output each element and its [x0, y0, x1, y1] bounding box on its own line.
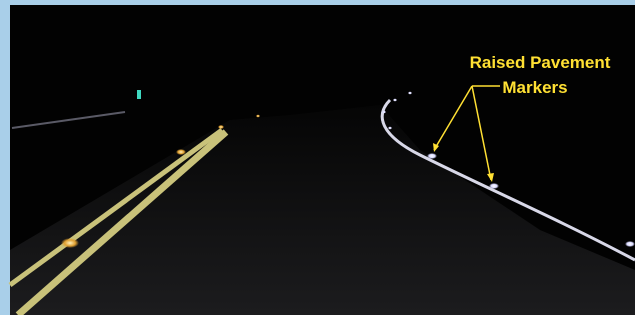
marker: [408, 92, 412, 95]
marker: [176, 149, 186, 155]
marker: [489, 183, 499, 189]
marker: [218, 125, 224, 129]
marker: [388, 127, 392, 130]
annotation-text: Raised Pavement: [470, 53, 611, 72]
marker: [61, 238, 79, 248]
marker: [625, 241, 635, 247]
page: Raised Pavement Markers (() => { const d…: [0, 0, 635, 315]
sign: [137, 90, 141, 99]
photo-frame: Raised Pavement Markers: [0, 0, 635, 315]
marker: [382, 111, 386, 114]
marker: [393, 99, 397, 102]
marker: [256, 115, 260, 118]
marker: [427, 153, 437, 159]
annotation-text: Markers: [502, 78, 567, 97]
